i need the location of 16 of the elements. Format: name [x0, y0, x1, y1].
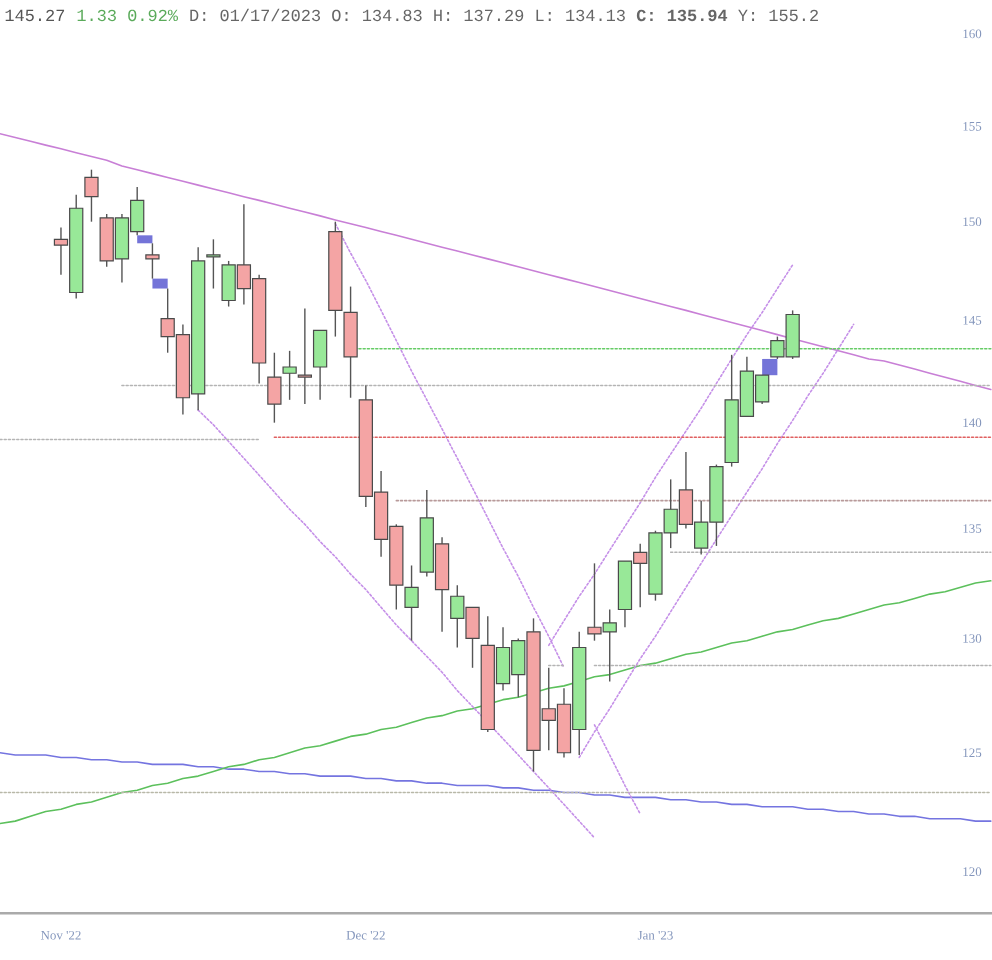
line-series — [0, 132, 992, 391]
line-series — [197, 409, 596, 839]
text: D: 01/17/2023 O: 134.83 H: 137.29 L: 134.13 C: 135.94 Y: 155.2 — [190, 8, 818, 22]
text: 1.33 0.92% — [77, 9, 179, 22]
text: 145.27 — [5, 9, 65, 22]
candlestick — [282, 350, 297, 401]
candlestick — [343, 285, 358, 399]
candlestick — [404, 564, 419, 642]
candlestick — [297, 307, 313, 405]
candlestick — [206, 238, 221, 290]
candlestick — [145, 242, 160, 280]
candlestick — [84, 168, 99, 223]
candlestick — [312, 329, 328, 401]
bar — [152, 278, 168, 289]
bar — [137, 235, 153, 244]
candlestick — [267, 352, 282, 424]
